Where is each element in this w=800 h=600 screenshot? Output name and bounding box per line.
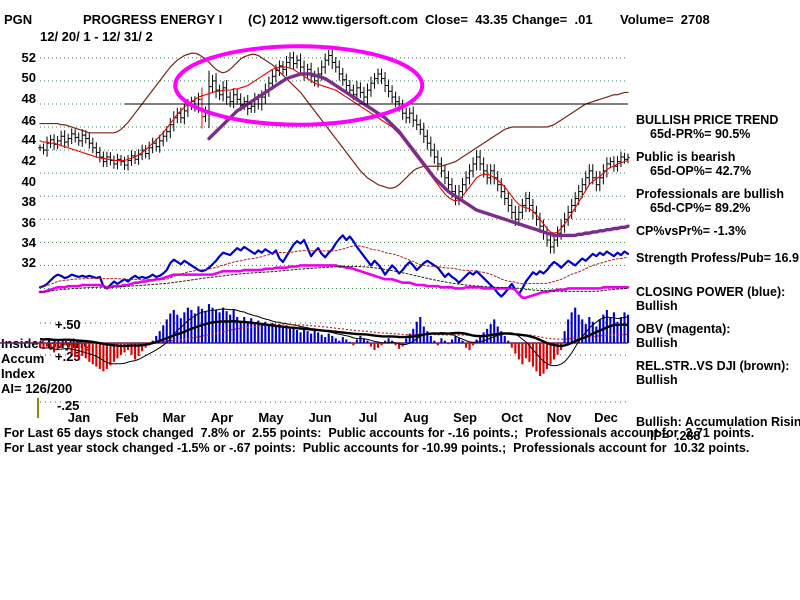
ai-value-label: AI= 126/200 xyxy=(1,381,73,396)
x-axis-month-apr: Apr xyxy=(210,410,234,425)
public-sentiment-title: Public is bearish xyxy=(636,150,736,164)
cp-vs-pr-value: CP%vsPr%= -1.3% xyxy=(636,224,747,238)
public-sentiment-block: Public is bearish 65d-OP%= 42.7% xyxy=(636,150,800,178)
professional-sentiment-value: 65d-CP%= 89.2% xyxy=(650,201,751,215)
price-gridlines xyxy=(40,57,628,289)
obv-average-dotted xyxy=(39,265,629,293)
closing-power-line xyxy=(38,234,630,298)
professional-sentiment-block: Professionals are bullish 65d-CP%= 89.2% xyxy=(636,187,800,215)
relstr-value: Bullish xyxy=(636,373,678,387)
professional-sentiment-title: Professionals are bullish xyxy=(636,187,784,201)
index-label: Index xyxy=(1,366,35,381)
y-axis-tick-52: 52 xyxy=(21,50,36,65)
ip-average-dotted-line xyxy=(39,323,629,345)
footer-line-year: For Last year stock changed -1.5% or -.6… xyxy=(4,441,750,455)
relative-strength-line xyxy=(39,52,629,189)
change-label: Change= .01 xyxy=(512,12,593,27)
indicator-summary-panel: BULLISH PRICE TREND 65d-PR%= 90.5% Publi… xyxy=(636,113,800,452)
y-axis-tick-38: 38 xyxy=(21,194,36,209)
long-moving-average-line xyxy=(207,72,630,238)
price-bars xyxy=(38,48,630,254)
x-axis-month-aug: Aug xyxy=(403,410,429,425)
accumulation-value: IP= .288 xyxy=(650,429,701,443)
obv-line xyxy=(38,264,630,299)
relstr-block: REL.STR..VS DJI (brown): Bullish xyxy=(636,359,800,387)
copyright-notice: (C) 2012 www.tigersoft.com xyxy=(248,12,418,27)
volume-label: Volume= 2708 xyxy=(620,12,710,27)
y-axis-tick-48: 48 xyxy=(21,91,36,106)
x-axis-month-jul: Jul xyxy=(358,410,378,425)
closing-power-block: CLOSING POWER (blue): Bullish xyxy=(636,285,800,313)
accum-label: Accum xyxy=(1,351,45,366)
closing-power-average-dotted xyxy=(39,245,629,288)
public-sentiment-value: 65d-OP%= 42.7% xyxy=(650,164,752,178)
strength-block: Strength Profess/Pub= 16.9 xyxy=(636,251,800,265)
accumulation-envelope-line xyxy=(39,308,629,367)
x-axis-month-may: May xyxy=(258,410,284,425)
date-range-label: 12/ 20/ 1 - 12/ 31/ 2 xyxy=(40,29,153,44)
accumulation-title: Bullish: Accumulation Rising xyxy=(636,415,800,429)
x-axis-month-sep: Sep xyxy=(453,410,477,425)
ip-line xyxy=(39,319,629,348)
cp-vs-pr-block: CP%vsPr%= -1.3% xyxy=(636,224,800,238)
x-axis-month-dec: Dec xyxy=(594,410,618,425)
closing-power-value: Bullish xyxy=(636,299,678,313)
close-price-label: Close= 43.35 xyxy=(425,12,508,27)
relstr-title: REL.STR..VS DJI (brown): xyxy=(636,359,790,373)
y-axis-tick-34: 34 xyxy=(21,235,36,250)
x-axis-month-oct: Oct xyxy=(501,410,523,425)
closing-power-title: CLOSING POWER (blue): xyxy=(636,285,786,299)
x-axis-month-feb: Feb xyxy=(115,410,139,425)
price-trend-title: BULLISH PRICE TREND xyxy=(636,113,779,127)
y-axis-tick-42: 42 xyxy=(21,153,36,168)
x-axis-month-nov: Nov xyxy=(546,410,572,425)
accumulation-block: Bullish: Accumulation Rising IP= .288 xyxy=(636,415,800,443)
osc-tick-minus-quarter: -.25 xyxy=(57,398,80,413)
short-moving-average-line xyxy=(39,66,629,234)
price-trend-block: BULLISH PRICE TREND 65d-PR%= 90.5% xyxy=(636,113,800,141)
strength-value: Strength Profess/Pub= 16.9 xyxy=(636,251,799,265)
price-trend-value: 65d-PR%= 90.5% xyxy=(650,127,751,141)
y-axis-tick-32: 32 xyxy=(21,255,36,270)
x-axis-month-jun: Jun xyxy=(308,410,332,425)
osc-tick-plus-half: +.50 xyxy=(55,317,81,332)
obv-value: Bullish xyxy=(636,336,678,350)
x-axis-month-jan: Jan xyxy=(67,410,91,425)
y-axis-tick-40: 40 xyxy=(21,174,36,189)
annotation-ellipse xyxy=(173,44,425,127)
obv-block: OBV (magenta): Bullish xyxy=(636,322,800,350)
ticker-symbol: PGN xyxy=(4,12,33,27)
y-axis-tick-44: 44 xyxy=(21,132,36,147)
footer-line-65day: For Last 65 days stock changed 7.8% or 2… xyxy=(4,426,755,440)
company-name: PROGRESS ENERGY I xyxy=(83,12,223,27)
accumulation-index-bars xyxy=(38,304,630,377)
x-axis-month-mar: Mar xyxy=(162,410,186,425)
obv-title: OBV (magenta): xyxy=(636,322,731,336)
y-axis-tick-36: 36 xyxy=(21,215,36,230)
y-axis-tick-50: 50 xyxy=(21,70,36,85)
y-axis-tick-46: 46 xyxy=(21,113,36,128)
